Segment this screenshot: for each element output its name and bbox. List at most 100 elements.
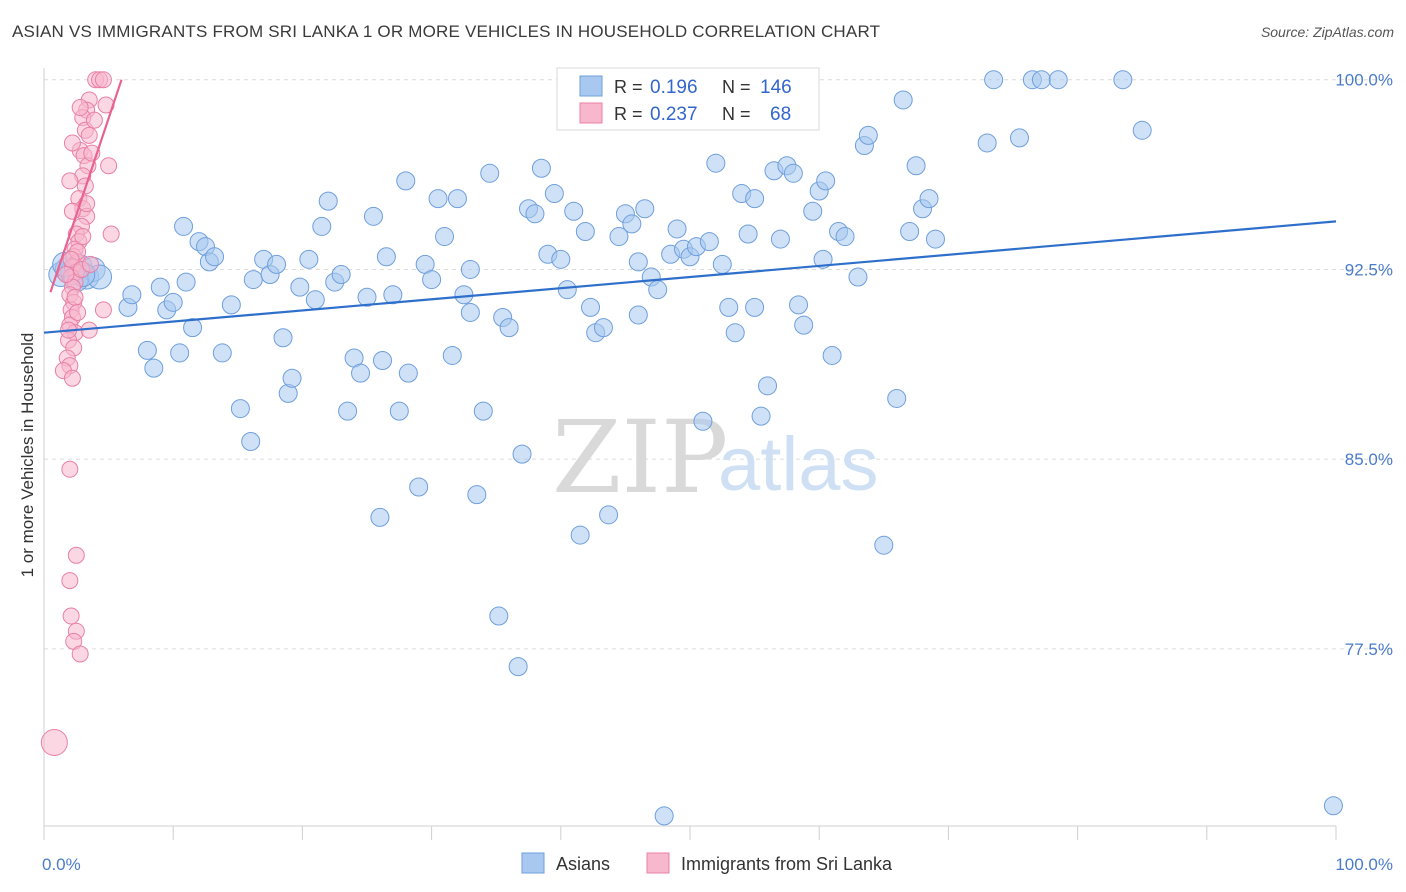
asians-point — [794, 315, 814, 335]
asians-point — [1132, 120, 1152, 140]
asians-point — [489, 606, 509, 626]
asians-point — [230, 399, 250, 419]
asians-point — [1031, 70, 1051, 90]
sri-lanka-point — [57, 266, 75, 284]
asians-point — [719, 297, 739, 317]
asians-point — [725, 323, 745, 343]
asians-point — [212, 343, 232, 363]
asians-point — [338, 401, 358, 421]
legend-swatch-asians — [579, 75, 603, 97]
asians-point — [454, 285, 474, 305]
legend-n-label: N = — [722, 77, 751, 97]
asians-point — [512, 444, 532, 464]
asians-point — [396, 171, 416, 191]
asians-point — [835, 227, 855, 247]
asians-point — [205, 247, 225, 267]
asians-point — [508, 657, 528, 677]
asians-point — [789, 295, 809, 315]
asians-point — [925, 229, 945, 249]
bottom-legend-swatch-asians — [521, 852, 545, 874]
legend-n-value: 68 — [770, 104, 791, 125]
sri-lanka-point — [100, 157, 118, 175]
sri-lanka-point — [62, 250, 80, 268]
asians-point — [648, 280, 668, 300]
asians-point — [858, 125, 878, 145]
legend-n-value: 146 — [760, 77, 792, 98]
asians-point — [738, 224, 758, 244]
y-tick-label: 77.5% — [1345, 640, 1393, 659]
asians-point — [389, 401, 409, 421]
sri-lanka-point — [63, 369, 81, 387]
sri-lanka-point — [71, 99, 89, 117]
asians-point — [900, 221, 920, 241]
asians-point — [758, 376, 778, 396]
asians-point — [887, 388, 907, 408]
asians-point — [635, 199, 655, 219]
asians-point — [525, 204, 545, 224]
sri-lanka-point — [82, 255, 100, 273]
sri-lanka-point — [85, 111, 103, 129]
asians-point — [544, 184, 564, 204]
legend-box: R = 0.196 N = 146 R = 0.237 N = 68 — [556, 67, 820, 131]
sri-lanka-point — [61, 172, 79, 190]
asians-point — [447, 189, 467, 209]
legend-swatch-sri-lanka — [579, 102, 603, 124]
sri-lanka-point — [66, 288, 84, 306]
asians-point — [1113, 70, 1133, 90]
asians-point — [622, 214, 642, 234]
asians-point — [1323, 796, 1343, 816]
asians-trend-line — [43, 220, 1337, 334]
sri-lanka-point — [74, 228, 92, 246]
asians-point — [745, 189, 765, 209]
asians-point — [693, 411, 713, 431]
asians-point — [290, 277, 310, 297]
asians-point — [122, 285, 142, 305]
asians-point — [363, 206, 383, 226]
asians-point — [409, 477, 429, 497]
asians-point — [557, 280, 577, 300]
y-tick-label: 92.5% — [1345, 260, 1393, 279]
asians-point — [803, 201, 823, 221]
legend-r-label: R = — [614, 104, 643, 124]
sri-lanka-point — [63, 134, 81, 152]
asians-point — [770, 229, 790, 249]
asians-point — [628, 305, 648, 325]
y-tick-label: 85.0% — [1345, 450, 1393, 469]
asians-point — [919, 189, 939, 209]
bottom-legend-label-asians: Asians — [556, 854, 610, 874]
asians-point — [174, 216, 194, 236]
asians-point — [1048, 70, 1068, 90]
asians-point — [816, 171, 836, 191]
asians-point — [906, 156, 926, 176]
asians-point — [699, 232, 719, 252]
asians-point — [398, 363, 418, 383]
bottom-legend-label-sri-lanka: Immigrants from Sri Lanka — [681, 854, 893, 874]
sri-lanka-point — [80, 126, 98, 144]
sri-lanka-point — [71, 645, 89, 663]
asians-point — [599, 505, 619, 525]
asians-point — [984, 70, 1004, 90]
asians-point — [628, 252, 648, 272]
asians-point — [667, 219, 687, 239]
chart-title: ASIAN VS IMMIGRANTS FROM SRI LANKA 1 OR … — [12, 22, 881, 41]
legend-r-value: 0.237 — [650, 104, 698, 125]
asians-point — [144, 358, 164, 378]
x-tick-label: 100.0% — [1335, 855, 1393, 874]
bottom-legend-swatch-sri-lanka — [646, 852, 670, 874]
asians-point — [473, 401, 493, 421]
asians-point — [480, 163, 500, 183]
asians-point — [893, 90, 913, 110]
asians-point — [299, 249, 319, 269]
asians-point — [609, 227, 629, 247]
asians-point — [370, 507, 390, 527]
asians-point — [305, 290, 325, 310]
asians-point — [383, 285, 403, 305]
asians-point — [822, 345, 842, 365]
sri-lanka-point — [62, 607, 80, 625]
asians-point — [570, 525, 590, 545]
asians-point — [581, 297, 601, 317]
sri-lanka-point — [102, 225, 120, 243]
asians-point — [712, 254, 732, 274]
watermark-atlas: atlas — [718, 422, 879, 507]
